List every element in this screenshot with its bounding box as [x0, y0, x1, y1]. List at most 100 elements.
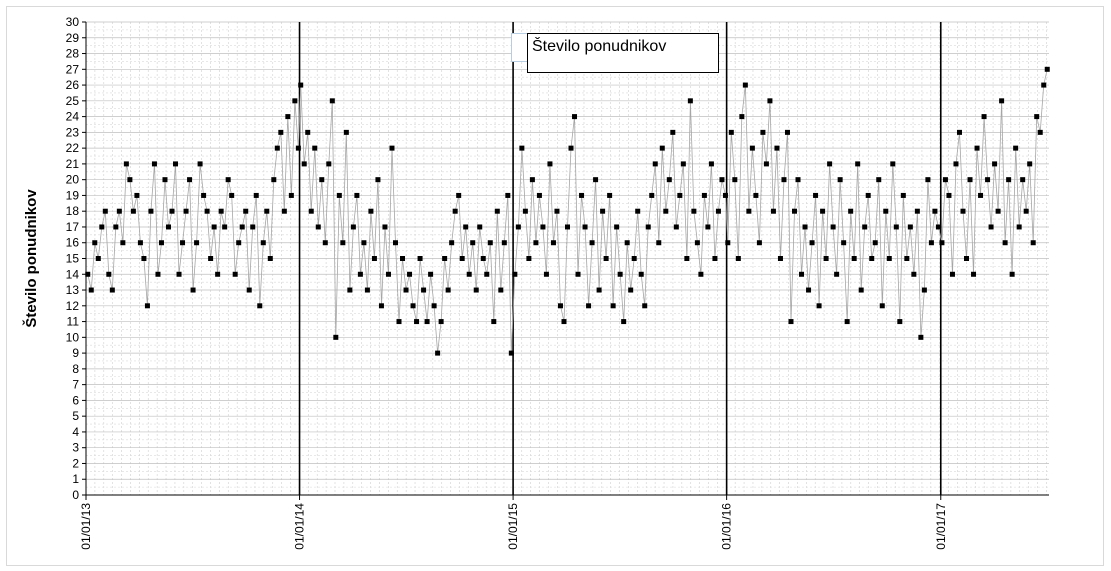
data-point	[746, 208, 752, 214]
data-point	[144, 303, 150, 309]
y-tick-label: 22	[66, 141, 80, 155]
data-point	[788, 319, 794, 325]
data-point	[914, 208, 920, 214]
data-point	[162, 177, 168, 183]
y-tick-label: 30	[66, 15, 80, 29]
data-point	[701, 192, 707, 198]
data-point	[396, 319, 402, 325]
data-point	[378, 303, 384, 309]
data-point	[677, 192, 683, 198]
data-point	[942, 177, 948, 183]
data-point	[329, 98, 335, 104]
data-point	[593, 177, 599, 183]
data-point	[190, 287, 196, 293]
data-point	[281, 208, 287, 214]
data-point	[250, 224, 256, 230]
data-point	[925, 177, 931, 183]
data-point	[88, 287, 94, 293]
data-point	[572, 114, 578, 120]
data-point	[1016, 224, 1022, 230]
data-point	[392, 240, 398, 246]
data-point	[424, 319, 430, 325]
data-point	[858, 287, 864, 293]
data-point	[725, 240, 731, 246]
data-point	[253, 192, 259, 198]
data-point	[361, 240, 367, 246]
data-point	[463, 224, 469, 230]
data-point	[508, 350, 514, 356]
data-point	[267, 256, 273, 261]
data-point	[802, 224, 808, 230]
data-point	[869, 256, 875, 261]
data-point	[208, 256, 214, 261]
data-point	[494, 208, 500, 214]
data-point	[763, 161, 769, 167]
data-point	[554, 208, 560, 214]
y-axis-label: Število ponudnikov	[22, 189, 40, 328]
data-point	[201, 192, 207, 198]
data-point	[999, 98, 1005, 104]
data-point	[466, 271, 472, 277]
data-point	[855, 161, 861, 167]
data-point	[99, 224, 105, 230]
data-point	[628, 287, 634, 293]
data-point	[949, 271, 955, 277]
data-point	[120, 240, 126, 246]
data-point	[694, 240, 700, 246]
data-point	[712, 256, 718, 261]
data-point	[617, 271, 623, 277]
y-tick-label: 21	[66, 157, 80, 171]
data-point	[529, 177, 535, 183]
data-point	[964, 256, 970, 261]
data-point	[326, 161, 332, 167]
data-point	[215, 271, 221, 277]
data-point	[336, 192, 342, 198]
data-point	[834, 271, 840, 277]
data-point	[127, 177, 133, 183]
data-point	[141, 256, 147, 261]
data-point	[382, 224, 388, 230]
data-point	[106, 271, 112, 277]
data-point	[680, 161, 686, 167]
data-point	[102, 208, 108, 214]
data-point	[305, 129, 311, 135]
data-point	[960, 208, 966, 214]
data-point	[459, 256, 465, 261]
data-point	[477, 224, 483, 230]
data-point	[749, 145, 755, 151]
data-point	[158, 240, 164, 246]
data-point	[848, 208, 854, 214]
data-point	[134, 192, 140, 198]
chart-legend: Število ponudnikov	[527, 33, 719, 73]
data-point	[278, 129, 284, 135]
data-point	[312, 145, 318, 151]
data-point	[890, 161, 896, 167]
data-point	[243, 208, 249, 214]
data-point	[691, 208, 697, 214]
data-point	[557, 303, 563, 309]
data-point	[364, 287, 370, 293]
data-point	[603, 256, 609, 261]
data-point	[638, 271, 644, 277]
data-point	[1013, 145, 1019, 151]
data-point	[872, 240, 878, 246]
data-point	[981, 114, 987, 120]
data-point	[684, 256, 690, 261]
data-point	[487, 240, 493, 246]
chart-frame	[6, 6, 1104, 566]
data-point	[456, 192, 462, 198]
data-point	[473, 287, 479, 293]
data-point	[540, 224, 546, 230]
data-point	[865, 192, 871, 198]
data-point	[229, 192, 235, 198]
data-point	[649, 192, 655, 198]
data-point	[116, 208, 122, 214]
data-point	[652, 161, 658, 167]
data-point	[550, 240, 556, 246]
y-tick-label: 4	[72, 425, 79, 439]
data-point	[298, 82, 304, 88]
data-point	[236, 240, 242, 246]
legend-tab	[511, 33, 527, 62]
data-point	[95, 256, 101, 261]
data-point	[1027, 161, 1033, 167]
